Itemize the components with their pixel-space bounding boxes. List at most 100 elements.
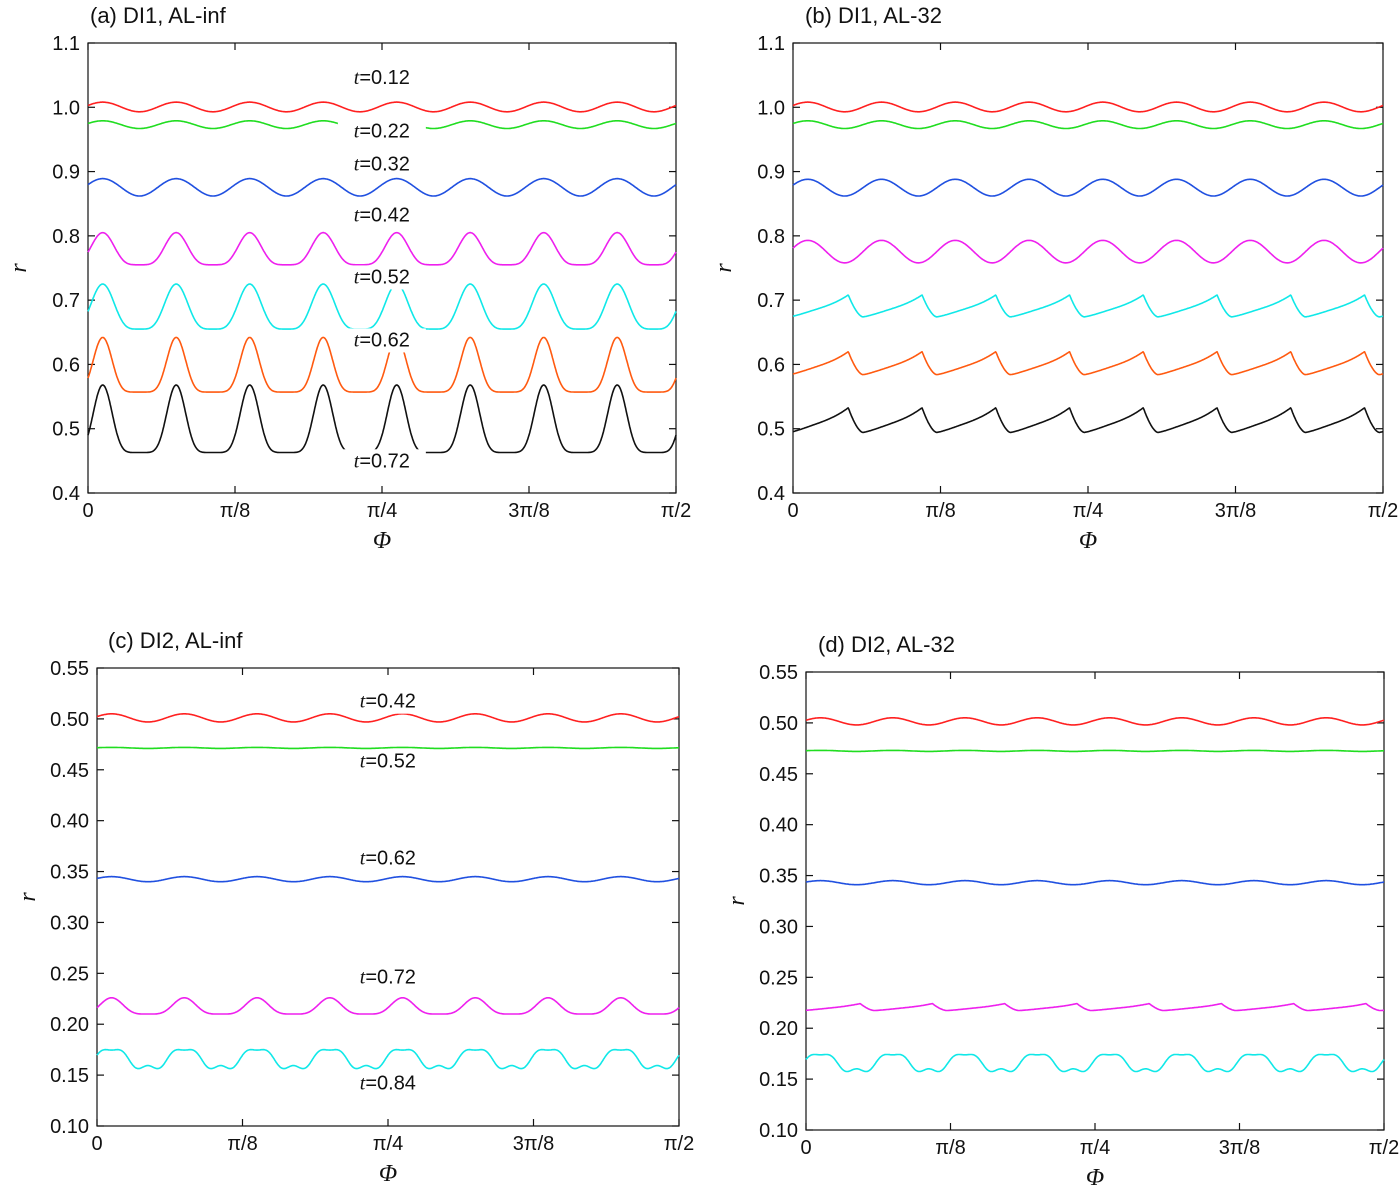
time-symbol: t	[360, 1072, 366, 1094]
series-line-b-t-0.52	[792, 294, 1384, 318]
series-line-b-t-0.12	[792, 101, 1384, 113]
y-axis-label: r	[15, 892, 41, 902]
y-tick-label: 0.5	[52, 419, 80, 441]
x-tick-label: π/8	[935, 1137, 965, 1159]
time-label-background	[343, 965, 432, 990]
time-symbol: t	[354, 205, 360, 227]
x-tick-label: 0	[82, 500, 93, 522]
panel-title-d: (d) DI2, AL-32	[818, 632, 955, 657]
x-axis-label: Φ	[1079, 528, 1097, 554]
panel-d: (d) DI2, AL-32 0.10 0.15 0.20 0.25 0.30 0.35 0.…	[724, 632, 1399, 1190]
x-tick-label: π/8	[925, 500, 955, 522]
time-label-background	[337, 265, 426, 290]
time-label: t=0.42	[354, 205, 410, 227]
time-label-background	[343, 749, 432, 774]
panel-title-b: (b) DI1, AL-32	[805, 3, 942, 28]
series-line-d-t-0.52	[805, 749, 1385, 753]
y-tick-label: 0.50	[50, 709, 89, 731]
y-tick-label: 0.5	[757, 419, 785, 441]
x-axis-label: Φ	[379, 1161, 397, 1187]
time-label: t=0.22	[354, 121, 410, 143]
y-tick-label: 0.30	[50, 912, 89, 934]
x-tick-label: π/2	[661, 500, 691, 522]
panel-title-c: (c) DI2, AL-inf	[108, 628, 243, 653]
time-value: =0.84	[365, 1072, 416, 1094]
y-tick-label: 0.4	[52, 483, 80, 505]
x-tick-label: π/4	[373, 1133, 403, 1155]
time-label-background	[337, 203, 426, 228]
time-label-background	[337, 66, 426, 91]
x-tick-label: π/8	[227, 1133, 257, 1155]
y-tick-label: 0.9	[757, 162, 785, 184]
time-symbol: t	[360, 847, 366, 869]
panel-a: (a) DI1, AL-inf 0.4 0.5 0.6 0.7 0.8 0.9 1.0 1.1 0…	[6, 3, 691, 554]
y-tick-label: 0.55	[50, 658, 89, 680]
series-line-a-t-0.72	[87, 384, 677, 454]
x-tick-label: π/2	[664, 1133, 694, 1155]
y-axis-label: r	[711, 263, 737, 273]
y-tick-label: 1.0	[52, 97, 80, 119]
y-tick-label: 1.0	[757, 97, 785, 119]
panel-c: (c) DI2, AL-inf 0.10 0.15 0.20 0.25 0.30 0.35 0…	[15, 628, 694, 1187]
panel-title-a: (a) DI1, AL-inf	[90, 3, 227, 28]
x-tick-label: 3π/8	[1215, 500, 1257, 522]
time-value: =0.62	[365, 847, 416, 869]
y-tick-label: 0.6	[757, 354, 785, 376]
time-symbol: t	[354, 153, 360, 175]
time-value: =0.52	[365, 751, 416, 773]
plot-frame-c	[96, 667, 680, 1127]
y-tick-label: 0.20	[759, 1018, 798, 1040]
y-tick-label: 1.1	[757, 33, 785, 55]
series-line-c-t-0.72	[96, 996, 680, 1015]
series-line-c-t-0.52	[96, 746, 680, 750]
series-line-b-t-0.62	[792, 350, 1384, 376]
y-tick-label: 0.25	[50, 963, 89, 985]
x-tick-label: π/4	[367, 500, 397, 522]
x-tick-label: 0	[800, 1137, 811, 1159]
time-value: =0.52	[359, 266, 410, 288]
time-label: t=0.72	[360, 967, 416, 989]
time-label: t=0.52	[360, 751, 416, 773]
time-value: =0.32	[359, 153, 410, 175]
x-tick-label: 0	[91, 1133, 102, 1155]
x-tick-label: 3π/8	[513, 1133, 555, 1155]
y-axis-label: r	[6, 263, 32, 273]
x-tick-label: 3π/8	[508, 500, 550, 522]
series-line-a-t-0.12	[87, 101, 677, 113]
y-tick-label: 0.45	[50, 760, 89, 782]
time-label: t=0.62	[360, 847, 416, 869]
y-tick-label: 0.7	[757, 290, 785, 312]
time-symbol: t	[354, 450, 360, 472]
series-line-c-t-0.42	[96, 712, 680, 723]
series-line-c-t-0.62	[96, 875, 680, 883]
y-tick-label: 0.8	[757, 226, 785, 248]
time-label: t=0.12	[354, 67, 410, 89]
time-value: =0.72	[359, 450, 410, 472]
y-tick-label: 0.30	[759, 916, 798, 938]
time-symbol: t	[354, 121, 360, 143]
x-tick-label: π/2	[1369, 1137, 1399, 1159]
y-tick-label: 1.1	[52, 33, 80, 55]
time-symbol: t	[360, 691, 366, 713]
time-label: t=0.52	[354, 266, 410, 288]
y-tick-label: 0.10	[50, 1116, 89, 1138]
time-label-background	[343, 689, 432, 714]
time-value: =0.42	[359, 205, 410, 227]
y-tick-label: 0.45	[759, 764, 798, 786]
time-label-background	[337, 449, 426, 474]
y-tick-label: 0.50	[759, 713, 798, 735]
y-tick-label: 0.25	[759, 967, 798, 989]
y-tick-label: 0.40	[50, 811, 89, 833]
x-axis-label: Φ	[373, 528, 391, 554]
time-label: t=0.72	[354, 450, 410, 472]
time-value: =0.62	[359, 329, 410, 351]
time-label: t=0.42	[360, 691, 416, 713]
time-symbol: t	[354, 266, 360, 288]
series-line-d-t-0.72	[805, 1002, 1385, 1012]
x-tick-label: π/4	[1073, 500, 1103, 522]
y-tick-label: 0.15	[759, 1069, 798, 1091]
y-axis-label: r	[724, 896, 750, 906]
y-tick-label: 0.7	[52, 290, 80, 312]
y-tick-label: 0.15	[50, 1065, 89, 1087]
